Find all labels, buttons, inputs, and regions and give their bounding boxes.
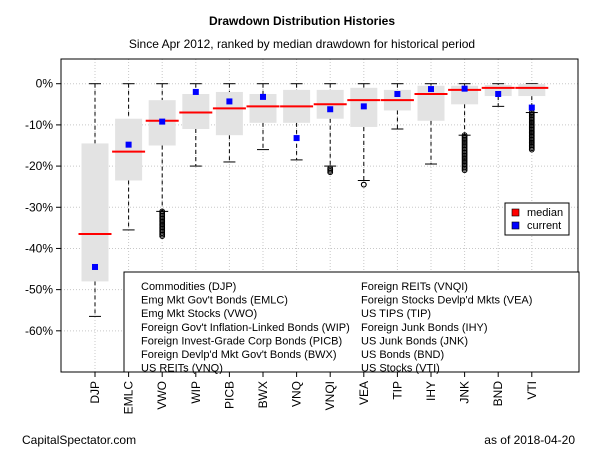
boxplots: [78, 83, 549, 317]
x-tick-label-vnqi: VNQI: [323, 381, 337, 410]
outlier-point: [461, 167, 468, 174]
current-marker: [461, 85, 468, 92]
box-jnk: [448, 83, 482, 174]
key-entry: US Stocks (VTI): [361, 363, 440, 375]
current-marker: [394, 91, 401, 98]
x-tick-label-vnq: VNQ: [290, 381, 304, 407]
key-entry: Foreign Junk Bonds (IHY): [361, 322, 488, 334]
x-axis: DJP EMLC VWO WIP PICB BWX VNQ VNQI VEA TIP IHY JNK B…: [88, 372, 539, 414]
chart-title: Drawdown Distribution Histories: [209, 14, 395, 28]
footer-date: as of 2018-04-20: [484, 433, 575, 447]
y-axis: 0% -10% -20% -30% -40% -50% -60%: [25, 77, 61, 338]
legend-swatch-median: [511, 208, 520, 217]
box-wip: [179, 83, 213, 167]
key-entry: Foreign Gov't Inflation-Linked Bonds (WI…: [141, 322, 350, 334]
current-marker: [293, 135, 300, 142]
box-vea: [347, 83, 381, 188]
current-marker: [192, 88, 199, 95]
key-entry: Foreign Devlp'd Mkt Gov't Bonds (BWX): [141, 349, 337, 361]
y-tick-label: -30%: [25, 200, 53, 214]
asset-key-box: Commodities (DJP) Emg Mkt Gov't Bonds (EM…: [123, 271, 580, 375]
box-ihy: [414, 83, 448, 165]
box-bnd: [481, 83, 515, 107]
box-iqr: [115, 118, 143, 181]
key-entry: Foreign Stocks Devlp'd Mkts (VEA): [361, 295, 532, 307]
current-marker: [428, 86, 434, 93]
outlier-point: [528, 146, 535, 153]
box-vnq: [280, 83, 314, 161]
key-entry: US Bonds (BND): [361, 349, 444, 361]
box-iqr: [81, 143, 109, 282]
box-vwo: [145, 83, 179, 239]
x-tick-label-tip: TIP: [390, 381, 404, 400]
legend-label-median: median: [527, 207, 563, 219]
x-tick-label-emlc: EMLC: [122, 381, 136, 415]
key-entry: Commodities (DJP): [141, 281, 236, 293]
key-entry: Foreign Invest-Grade Corp Bonds (PICB): [141, 335, 342, 347]
x-tick-label-ihy: IHY: [424, 381, 438, 401]
current-marker: [360, 103, 367, 110]
key-entry: Foreign REITs (VNQI): [361, 281, 468, 293]
current-marker: [327, 106, 334, 113]
box-tip: [380, 83, 414, 130]
x-tick-label-bwx: BWX: [256, 381, 270, 408]
legend-frame: [504, 202, 570, 236]
chart-subtitle: Since Apr 2012, ranked by median drawdow…: [129, 37, 475, 51]
box-emlc: [112, 83, 146, 231]
outlier-point: [159, 233, 166, 239]
current-marker: [226, 98, 233, 105]
x-tick-label-vwo: VWO: [155, 381, 169, 410]
x-tick-label-picb: PICB: [222, 381, 236, 409]
x-tick-label-vti: VTI: [525, 381, 539, 400]
x-tick-label-djp: DJP: [88, 381, 102, 404]
box-iqr: [182, 94, 210, 130]
box-vti: [515, 83, 549, 153]
outlier-point: [360, 181, 367, 188]
box-djp: [78, 83, 112, 317]
y-tick-label: -20%: [25, 159, 53, 173]
asset-key-frame: [123, 271, 580, 373]
y-tick-label: -40%: [25, 241, 53, 255]
key-entry: Emg Mkt Stocks (VWO): [141, 308, 257, 320]
y-tick-label: 0%: [36, 77, 54, 91]
current-marker: [92, 263, 98, 270]
current-marker: [125, 141, 132, 148]
x-tick-label-bnd: BND: [491, 381, 505, 407]
key-entry: US REITs (VNQ): [141, 363, 223, 375]
key-entry: US TIPS (TIP): [361, 308, 431, 320]
y-tick-label: -60%: [25, 324, 53, 338]
outlier-point: [327, 169, 334, 176]
current-marker: [260, 93, 266, 100]
y-tick-label: -10%: [25, 118, 53, 132]
x-tick-label-wip: WIP: [189, 381, 203, 404]
box-iqr: [518, 84, 546, 97]
box-bwx: [246, 83, 280, 151]
legend-label-current: current: [527, 220, 561, 232]
footer-source: CapitalSpectator.com: [22, 433, 136, 447]
key-entry: US Junk Bonds (JNK): [361, 335, 468, 347]
box-picb: [212, 83, 246, 163]
current-marker: [528, 104, 535, 111]
box-vnqi: [313, 83, 347, 176]
current-marker: [495, 91, 502, 98]
y-tick-label: -50%: [25, 283, 53, 297]
current-marker: [159, 118, 166, 125]
x-tick-label-vea: VEA: [357, 381, 371, 405]
box-iqr: [484, 84, 512, 97]
key-entry: Emg Mkt Gov't Bonds (EMLC): [141, 295, 288, 307]
legend-swatch-current: [511, 221, 520, 230]
x-tick-label-jnk: JNK: [458, 381, 472, 404]
